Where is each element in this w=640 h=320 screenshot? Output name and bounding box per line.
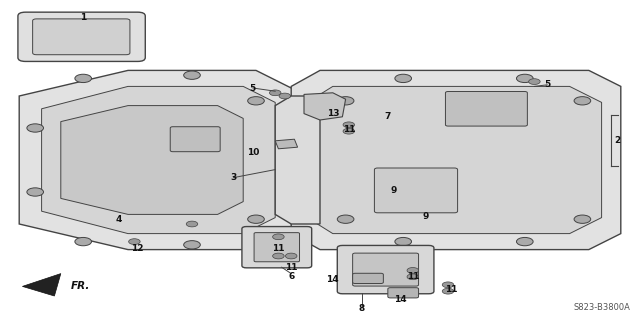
FancyBboxPatch shape (388, 288, 419, 298)
Circle shape (516, 237, 533, 246)
Circle shape (337, 97, 354, 105)
Polygon shape (22, 274, 61, 296)
FancyBboxPatch shape (18, 12, 145, 61)
Polygon shape (307, 86, 602, 234)
Text: FR.: FR. (70, 281, 90, 292)
Text: 6: 6 (288, 272, 294, 281)
Circle shape (184, 241, 200, 249)
Text: 5: 5 (544, 80, 550, 89)
Circle shape (129, 239, 140, 244)
Polygon shape (304, 93, 346, 120)
FancyBboxPatch shape (374, 168, 458, 213)
Text: 11: 11 (342, 125, 355, 134)
FancyBboxPatch shape (445, 92, 527, 126)
Circle shape (343, 128, 355, 134)
Circle shape (248, 97, 264, 105)
Circle shape (27, 124, 44, 132)
Circle shape (184, 71, 200, 79)
Circle shape (273, 234, 284, 240)
FancyBboxPatch shape (353, 253, 419, 286)
Circle shape (574, 97, 591, 105)
Circle shape (248, 215, 264, 223)
Circle shape (337, 215, 354, 223)
Text: 10: 10 (246, 148, 259, 156)
Circle shape (75, 74, 92, 83)
Circle shape (395, 237, 412, 246)
FancyBboxPatch shape (33, 19, 130, 55)
Circle shape (279, 93, 291, 99)
Text: 11: 11 (445, 285, 458, 294)
Text: 3: 3 (230, 173, 237, 182)
Circle shape (269, 90, 281, 96)
Text: 7: 7 (384, 112, 390, 121)
Circle shape (395, 74, 412, 83)
Text: 9: 9 (422, 212, 429, 220)
Text: 2: 2 (614, 136, 621, 145)
Polygon shape (42, 86, 275, 234)
FancyBboxPatch shape (353, 273, 383, 284)
Circle shape (285, 253, 297, 259)
Text: S823-B3800A: S823-B3800A (573, 303, 630, 312)
Circle shape (574, 215, 591, 223)
Circle shape (75, 237, 92, 246)
Text: 11: 11 (406, 272, 419, 281)
Text: 5: 5 (250, 84, 256, 92)
Text: 9: 9 (390, 186, 397, 195)
Circle shape (442, 282, 454, 288)
Circle shape (27, 188, 44, 196)
Text: 1: 1 (80, 13, 86, 22)
Circle shape (407, 268, 419, 273)
Text: 12: 12 (131, 244, 144, 252)
Polygon shape (291, 70, 621, 250)
FancyBboxPatch shape (242, 227, 312, 268)
FancyBboxPatch shape (170, 127, 220, 152)
Circle shape (343, 122, 355, 128)
Circle shape (442, 288, 454, 294)
Polygon shape (19, 70, 294, 250)
Circle shape (407, 274, 419, 280)
Text: 14: 14 (394, 295, 406, 304)
FancyBboxPatch shape (337, 245, 434, 294)
Polygon shape (275, 139, 298, 149)
Text: 11: 11 (272, 244, 285, 252)
Text: 8: 8 (358, 304, 365, 313)
Text: 4: 4 (115, 215, 122, 224)
Text: 13: 13 (326, 109, 339, 118)
Polygon shape (61, 106, 243, 214)
Circle shape (273, 253, 284, 259)
Text: 14: 14 (326, 276, 339, 284)
FancyBboxPatch shape (254, 233, 300, 262)
Polygon shape (275, 96, 320, 224)
Circle shape (516, 74, 533, 83)
Circle shape (529, 79, 540, 84)
Circle shape (186, 221, 198, 227)
Text: 11: 11 (285, 263, 298, 272)
